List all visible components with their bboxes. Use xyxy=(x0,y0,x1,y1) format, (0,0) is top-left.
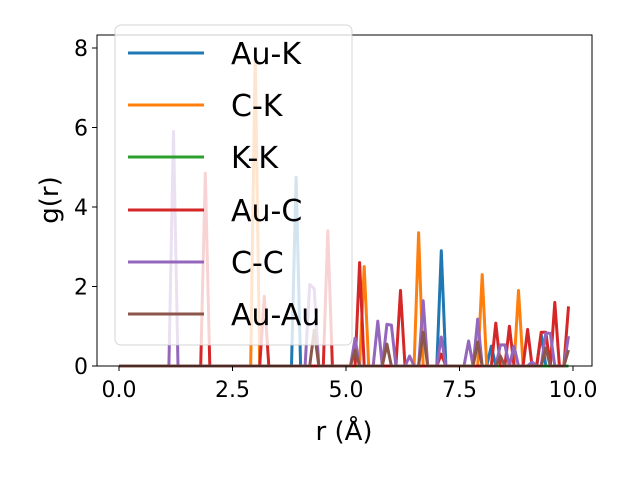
legend-label: C-K xyxy=(231,89,284,124)
legend: Au-K C-K K-K Au-C C-C Au-Au xyxy=(114,24,353,346)
legend-entry-au-au: Au-Au xyxy=(128,298,320,333)
legend-label: K-K xyxy=(231,141,279,176)
x-tick-label: 5.0 xyxy=(329,378,364,403)
y-axis-label: g(r) xyxy=(35,176,65,223)
legend-label: Au-K xyxy=(231,37,302,72)
legend-entry-c-c: C-C xyxy=(128,246,284,281)
x-tick-label: 10.0 xyxy=(549,378,598,403)
y-tick-label: 8 xyxy=(74,37,88,62)
legend-entry-k-k: K-K xyxy=(128,141,279,176)
x-tick-label: 0.0 xyxy=(102,378,137,403)
x-axis: 0.0 2.5 5.0 7.5 10.0 xyxy=(102,366,598,403)
legend-box xyxy=(114,24,353,346)
x-tick-label: 2.5 xyxy=(215,378,250,403)
x-axis-label: r (Å) xyxy=(315,415,372,447)
legend-label: Au-Au xyxy=(231,298,320,333)
legend-entry-au-k: Au-K xyxy=(128,37,302,72)
y-tick-label: 6 xyxy=(74,117,88,142)
y-tick-label: 0 xyxy=(74,355,88,380)
y-tick-label: 4 xyxy=(74,196,88,221)
legend-label: C-C xyxy=(231,246,284,281)
legend-label: Au-C xyxy=(231,194,302,229)
y-axis: 0 2 4 6 8 xyxy=(74,37,97,380)
legend-entry-au-c: Au-C xyxy=(128,194,302,229)
y-tick-label: 2 xyxy=(74,276,88,301)
legend-entry-c-k: C-K xyxy=(128,89,284,124)
x-tick-label: 7.5 xyxy=(442,378,477,403)
